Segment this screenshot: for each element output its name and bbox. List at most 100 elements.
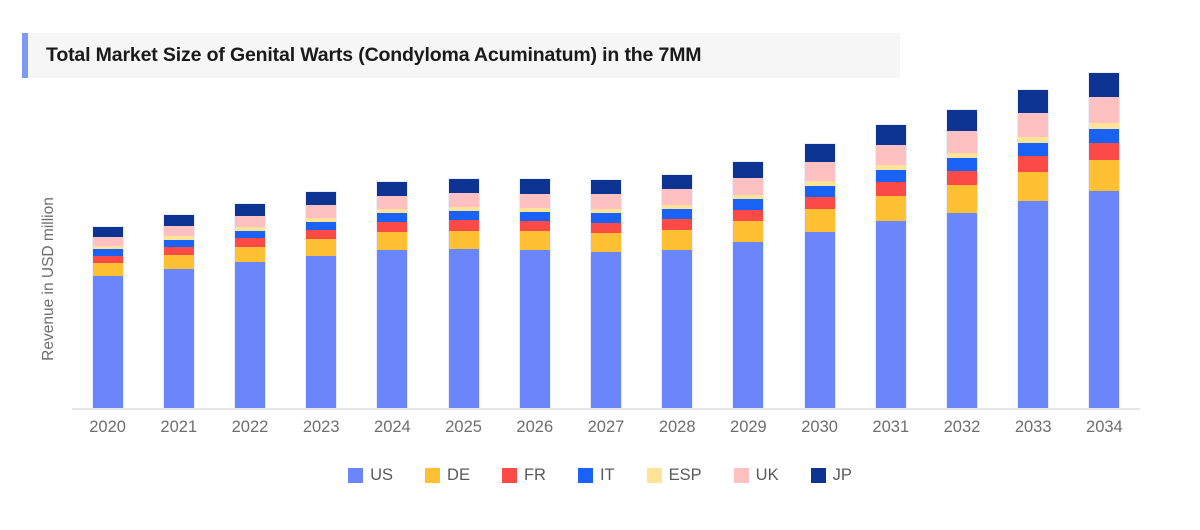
bar-segment-jp-2034[interactable] (1088, 71, 1121, 98)
bar-segment-fr-2021[interactable] (162, 247, 195, 255)
bar-segment-it-2020[interactable] (91, 249, 124, 256)
bar-segment-de-2030[interactable] (803, 209, 836, 233)
bar-segment-de-2026[interactable] (518, 231, 551, 250)
bar-segment-de-2032[interactable] (946, 185, 978, 213)
bar-segment-us-2031[interactable] (874, 220, 907, 408)
bar-segment-esp-2034[interactable] (1088, 122, 1121, 129)
bar-segment-us-2034[interactable] (1088, 191, 1121, 408)
bar-segment-fr-2022[interactable] (234, 238, 266, 248)
bar-segment-esp-2029[interactable] (732, 194, 765, 200)
bar-segment-us-2027[interactable] (590, 252, 622, 408)
bar-segment-fr-2032[interactable] (946, 170, 978, 186)
bar-segment-uk-2029[interactable] (732, 177, 765, 195)
bar-segment-de-2024[interactable] (376, 231, 409, 250)
bar-segment-uk-2026[interactable] (518, 193, 551, 208)
bar-segment-de-2029[interactable] (732, 221, 765, 243)
bar-segment-fr-2034[interactable] (1088, 143, 1121, 160)
bar-segment-it-2021[interactable] (162, 239, 195, 248)
bar-segment-uk-2025[interactable] (447, 193, 480, 208)
bar-segment-de-2034[interactable] (1088, 159, 1121, 192)
bar-segment-it-2030[interactable] (803, 185, 836, 197)
bar-segment-uk-2032[interactable] (946, 130, 978, 153)
bar-segment-us-2033[interactable] (1017, 201, 1050, 408)
bar-segment-de-2023[interactable] (305, 239, 338, 256)
bar-stack-2027[interactable] (590, 178, 622, 408)
bar-segment-us-2028[interactable] (661, 249, 694, 408)
bar-segment-jp-2025[interactable] (447, 177, 480, 194)
bar-segment-esp-2028[interactable] (661, 205, 694, 210)
bar-segment-it-2024[interactable] (376, 213, 409, 222)
bar-segment-uk-2020[interactable] (91, 236, 124, 247)
bar-stack-2022[interactable] (234, 203, 266, 408)
bar-segment-esp-2031[interactable] (874, 164, 907, 171)
bar-segment-us-2021[interactable] (162, 268, 195, 408)
bar-segment-jp-2033[interactable] (1017, 89, 1050, 114)
bar-segment-us-2030[interactable] (803, 232, 836, 408)
bar-segment-fr-2026[interactable] (518, 220, 551, 232)
legend-item-us[interactable]: US (348, 466, 393, 485)
bar-segment-it-2033[interactable] (1017, 142, 1050, 157)
bar-segment-esp-2027[interactable] (590, 209, 622, 214)
bar-segment-it-2023[interactable] (305, 221, 338, 230)
legend-item-it[interactable]: IT (577, 466, 615, 485)
bar-segment-jp-2028[interactable] (661, 173, 694, 190)
bar-stack-2020[interactable] (91, 225, 124, 408)
bar-segment-fr-2033[interactable] (1017, 156, 1050, 172)
bar-segment-de-2028[interactable] (661, 229, 694, 250)
legend-item-esp[interactable]: ESP (646, 466, 702, 485)
bar-segment-us-2022[interactable] (234, 262, 266, 408)
bar-segment-jp-2020[interactable] (91, 225, 124, 237)
bar-segment-fr-2030[interactable] (803, 196, 836, 210)
bar-segment-uk-2031[interactable] (874, 144, 907, 165)
bar-segment-jp-2023[interactable] (305, 191, 338, 206)
legend-item-de[interactable]: DE (425, 466, 470, 485)
bar-segment-uk-2023[interactable] (305, 205, 338, 218)
bar-stack-2028[interactable] (661, 173, 694, 408)
bar-segment-jp-2024[interactable] (376, 180, 409, 196)
bar-segment-fr-2020[interactable] (91, 255, 124, 263)
bar-segment-de-2031[interactable] (874, 195, 907, 221)
bar-segment-fr-2027[interactable] (590, 222, 622, 234)
bar-segment-uk-2030[interactable] (803, 162, 836, 181)
bar-segment-it-2032[interactable] (946, 158, 978, 171)
bar-segment-jp-2021[interactable] (162, 214, 195, 227)
bar-segment-it-2028[interactable] (661, 209, 694, 219)
bar-segment-jp-2031[interactable] (874, 124, 907, 145)
bar-stack-2026[interactable] (518, 178, 551, 408)
legend-item-jp[interactable]: JP (810, 466, 852, 485)
legend-item-uk[interactable]: UK (733, 466, 779, 485)
bar-segment-uk-2033[interactable] (1017, 113, 1050, 137)
bar-segment-fr-2023[interactable] (305, 229, 338, 240)
bar-segment-fr-2031[interactable] (874, 182, 907, 196)
bar-segment-us-2029[interactable] (732, 242, 765, 408)
bar-segment-us-2020[interactable] (91, 275, 124, 408)
bar-stack-2024[interactable] (376, 180, 409, 408)
bar-stack-2023[interactable] (305, 191, 338, 408)
bar-stack-2032[interactable] (946, 108, 978, 408)
bar-segment-fr-2029[interactable] (732, 209, 765, 222)
bar-segment-jp-2027[interactable] (590, 178, 622, 195)
bar-stack-2021[interactable] (162, 214, 195, 408)
bar-segment-it-2025[interactable] (447, 211, 480, 221)
bar-segment-it-2022[interactable] (234, 230, 266, 239)
bar-segment-esp-2026[interactable] (518, 208, 551, 212)
bar-segment-esp-2020[interactable] (91, 246, 124, 250)
bar-segment-us-2025[interactable] (447, 249, 480, 408)
bar-stack-2031[interactable] (874, 124, 907, 408)
bar-segment-uk-2022[interactable] (234, 215, 266, 228)
bar-segment-de-2021[interactable] (162, 255, 195, 269)
bar-segment-esp-2032[interactable] (946, 152, 978, 159)
bar-segment-esp-2023[interactable] (305, 217, 338, 222)
bar-segment-de-2033[interactable] (1017, 171, 1050, 202)
bar-segment-de-2022[interactable] (234, 247, 266, 263)
bar-segment-uk-2028[interactable] (661, 189, 694, 206)
bar-segment-us-2023[interactable] (305, 255, 338, 408)
bar-segment-us-2024[interactable] (376, 249, 409, 408)
bar-segment-esp-2033[interactable] (1017, 136, 1050, 143)
bar-segment-jp-2032[interactable] (946, 108, 978, 131)
bar-segment-fr-2024[interactable] (376, 221, 409, 232)
bar-segment-uk-2034[interactable] (1088, 97, 1121, 123)
bar-segment-uk-2024[interactable] (376, 195, 409, 210)
bar-segment-uk-2021[interactable] (162, 226, 195, 237)
bar-segment-esp-2024[interactable] (376, 209, 409, 214)
